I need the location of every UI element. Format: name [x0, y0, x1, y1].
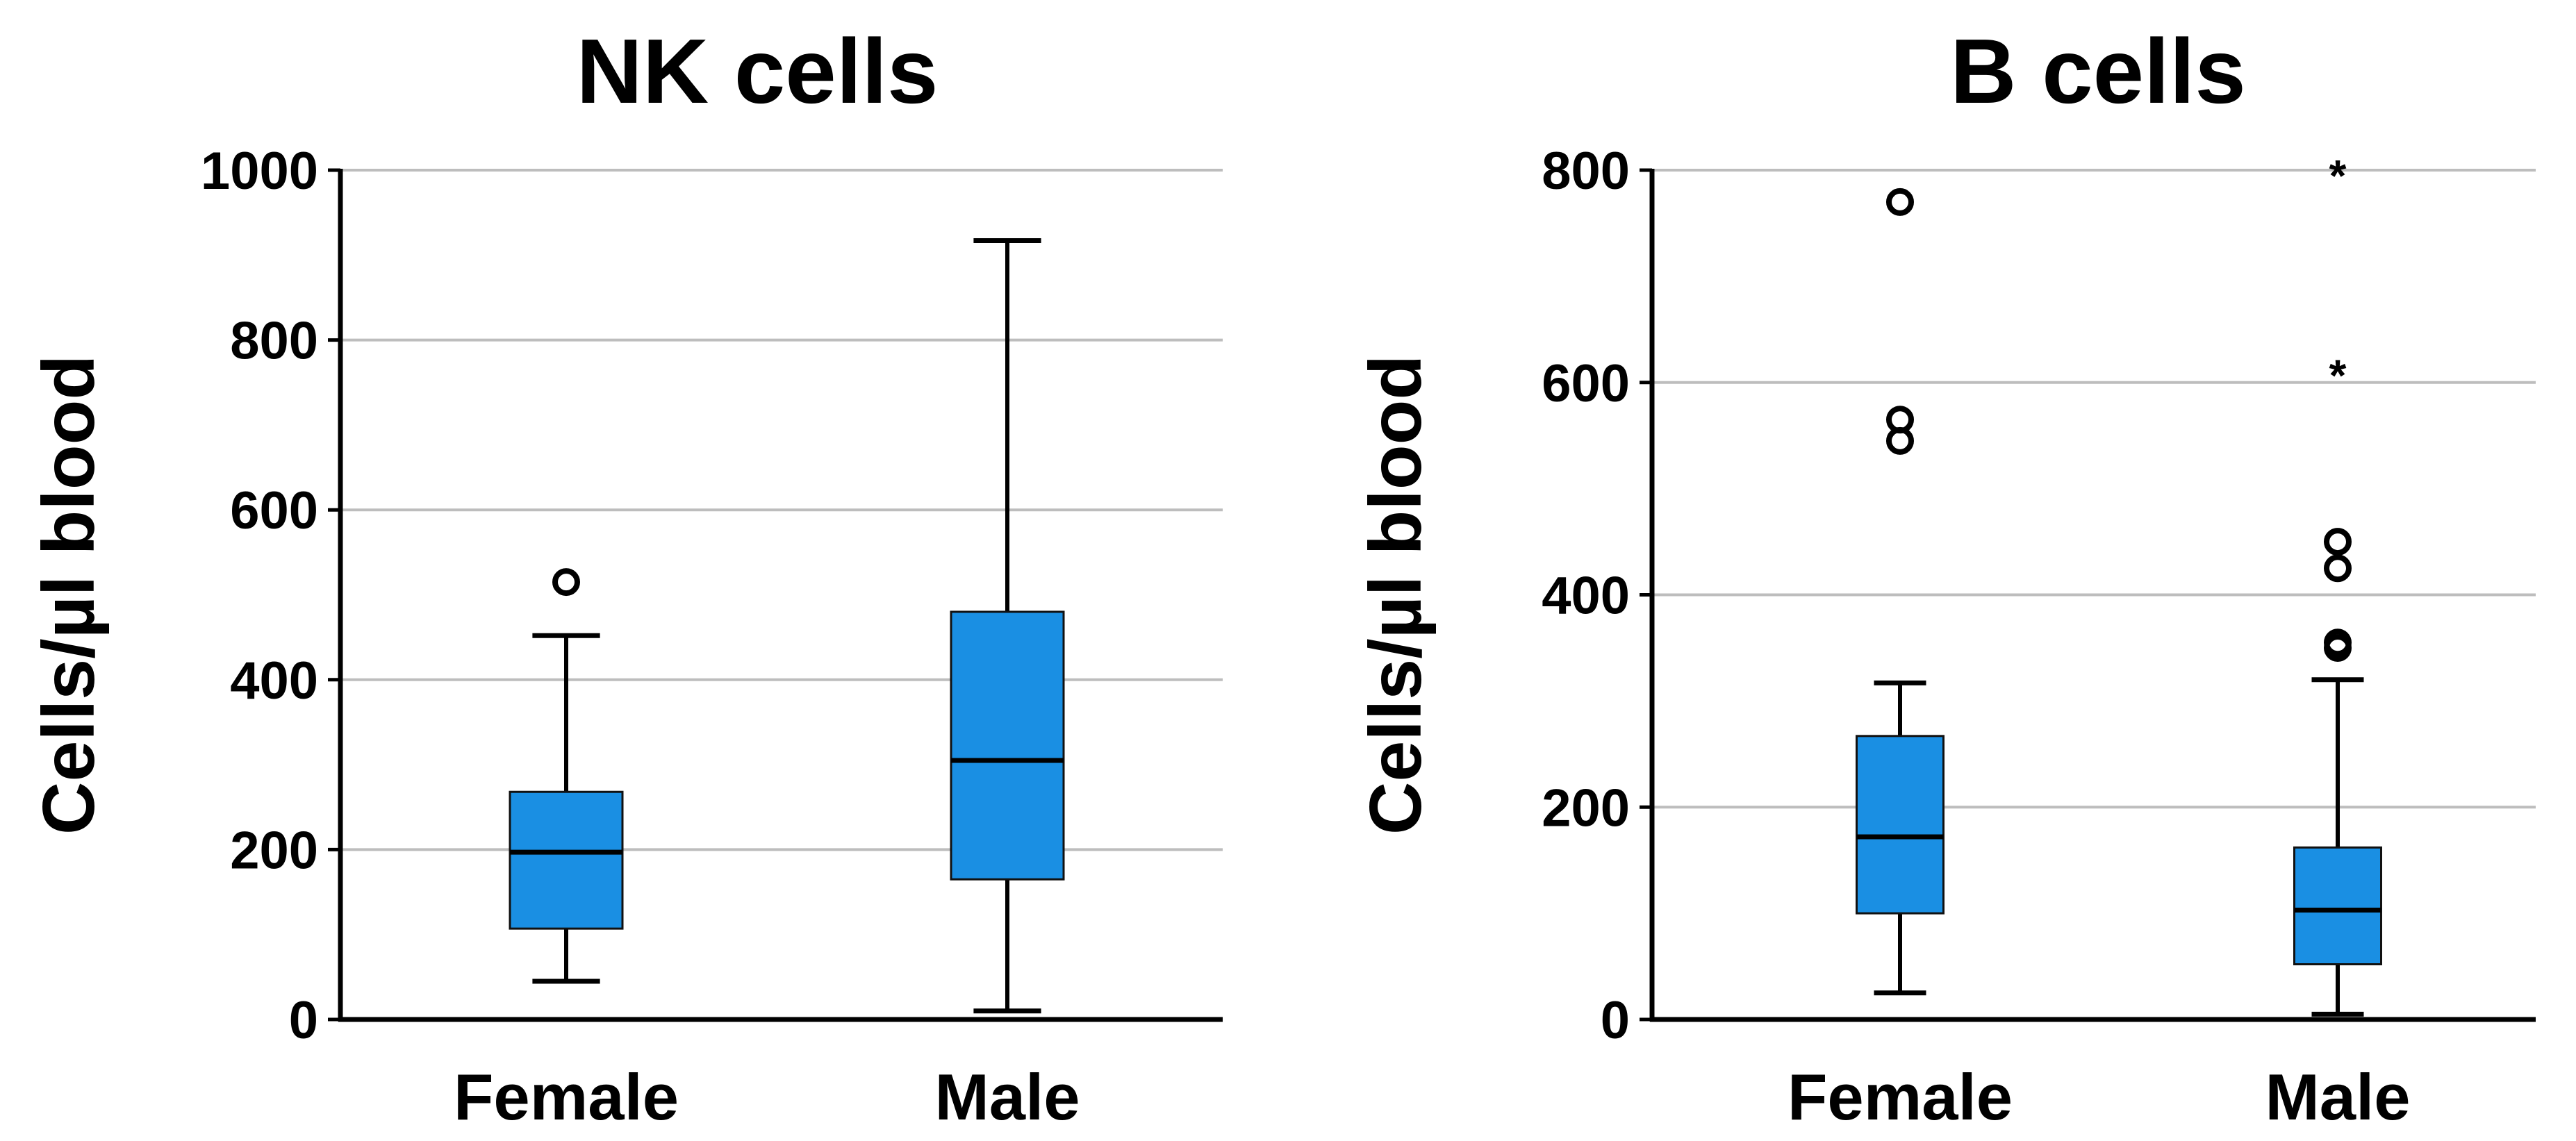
chart-1-female-outlier-1 — [552, 568, 580, 597]
chart-1-tick-label-600: 600 — [230, 481, 318, 540]
chart-2-female-outlier-2 — [1886, 406, 1914, 434]
chart-2-box-female — [1856, 188, 1945, 996]
chart-2-ylabel: Cells/µl blood — [1355, 355, 1437, 835]
chart-2: 0 200 400 600 800 B cells Cells/µl blood Female… — [1355, 20, 2536, 1133]
chart-2-box-male: ** — [2293, 151, 2382, 1017]
chart-2-category-label-female: Female — [1787, 1060, 2013, 1133]
chart-2-male-outlier-4 — [2324, 528, 2352, 556]
chart-2-female-outlier-3 — [1886, 188, 1914, 216]
chart-1-tick-label-400: 400 — [230, 651, 318, 710]
chart-1-title: NK cells — [577, 20, 939, 122]
chart-1-tick-label-0: 0 — [289, 991, 318, 1050]
chart-2-male-extreme-2: * — [2329, 151, 2347, 201]
chart-1-category-label-male: Male — [935, 1060, 1080, 1133]
chart-2-title: B cells — [1950, 20, 2246, 122]
chart-1-tick-label-200: 200 — [230, 821, 318, 880]
chart-1: 0 200 400 600 800 1000 NK cells Cells/µl blood F… — [28, 20, 1223, 1133]
chart-2-male-outlier-3 — [2324, 554, 2352, 583]
chart-2-tick-label-0: 0 — [1601, 991, 1630, 1050]
chart-2-male-extreme-1: * — [2329, 350, 2347, 400]
chart-2-category-label-male: Male — [2265, 1060, 2411, 1133]
chart-2-tick-label-200: 200 — [1542, 778, 1630, 838]
chart-2-tick-label-600: 600 — [1542, 354, 1630, 413]
chart-1-female-iqr-box — [509, 790, 624, 930]
chart-1-tick-label-1000: 1000 — [201, 142, 318, 201]
chart-1-box-female — [509, 568, 624, 984]
chart-1-ylabel: Cells/µl blood — [28, 355, 110, 835]
chart-2-tick-label-800: 800 — [1542, 142, 1630, 201]
chart-2-male-outlier-2 — [2324, 628, 2352, 657]
chart-1-tick-label-800: 800 — [230, 312, 318, 371]
chart-1-box-male — [950, 238, 1065, 1014]
chart-2-tick-label-400: 400 — [1542, 567, 1630, 626]
chart-2-male-iqr-box — [2293, 846, 2382, 966]
chart-1-male-iqr-box — [950, 610, 1065, 881]
chart-2-female-iqr-box — [1856, 735, 1945, 915]
chart-1-category-label-female: Female — [454, 1060, 679, 1133]
